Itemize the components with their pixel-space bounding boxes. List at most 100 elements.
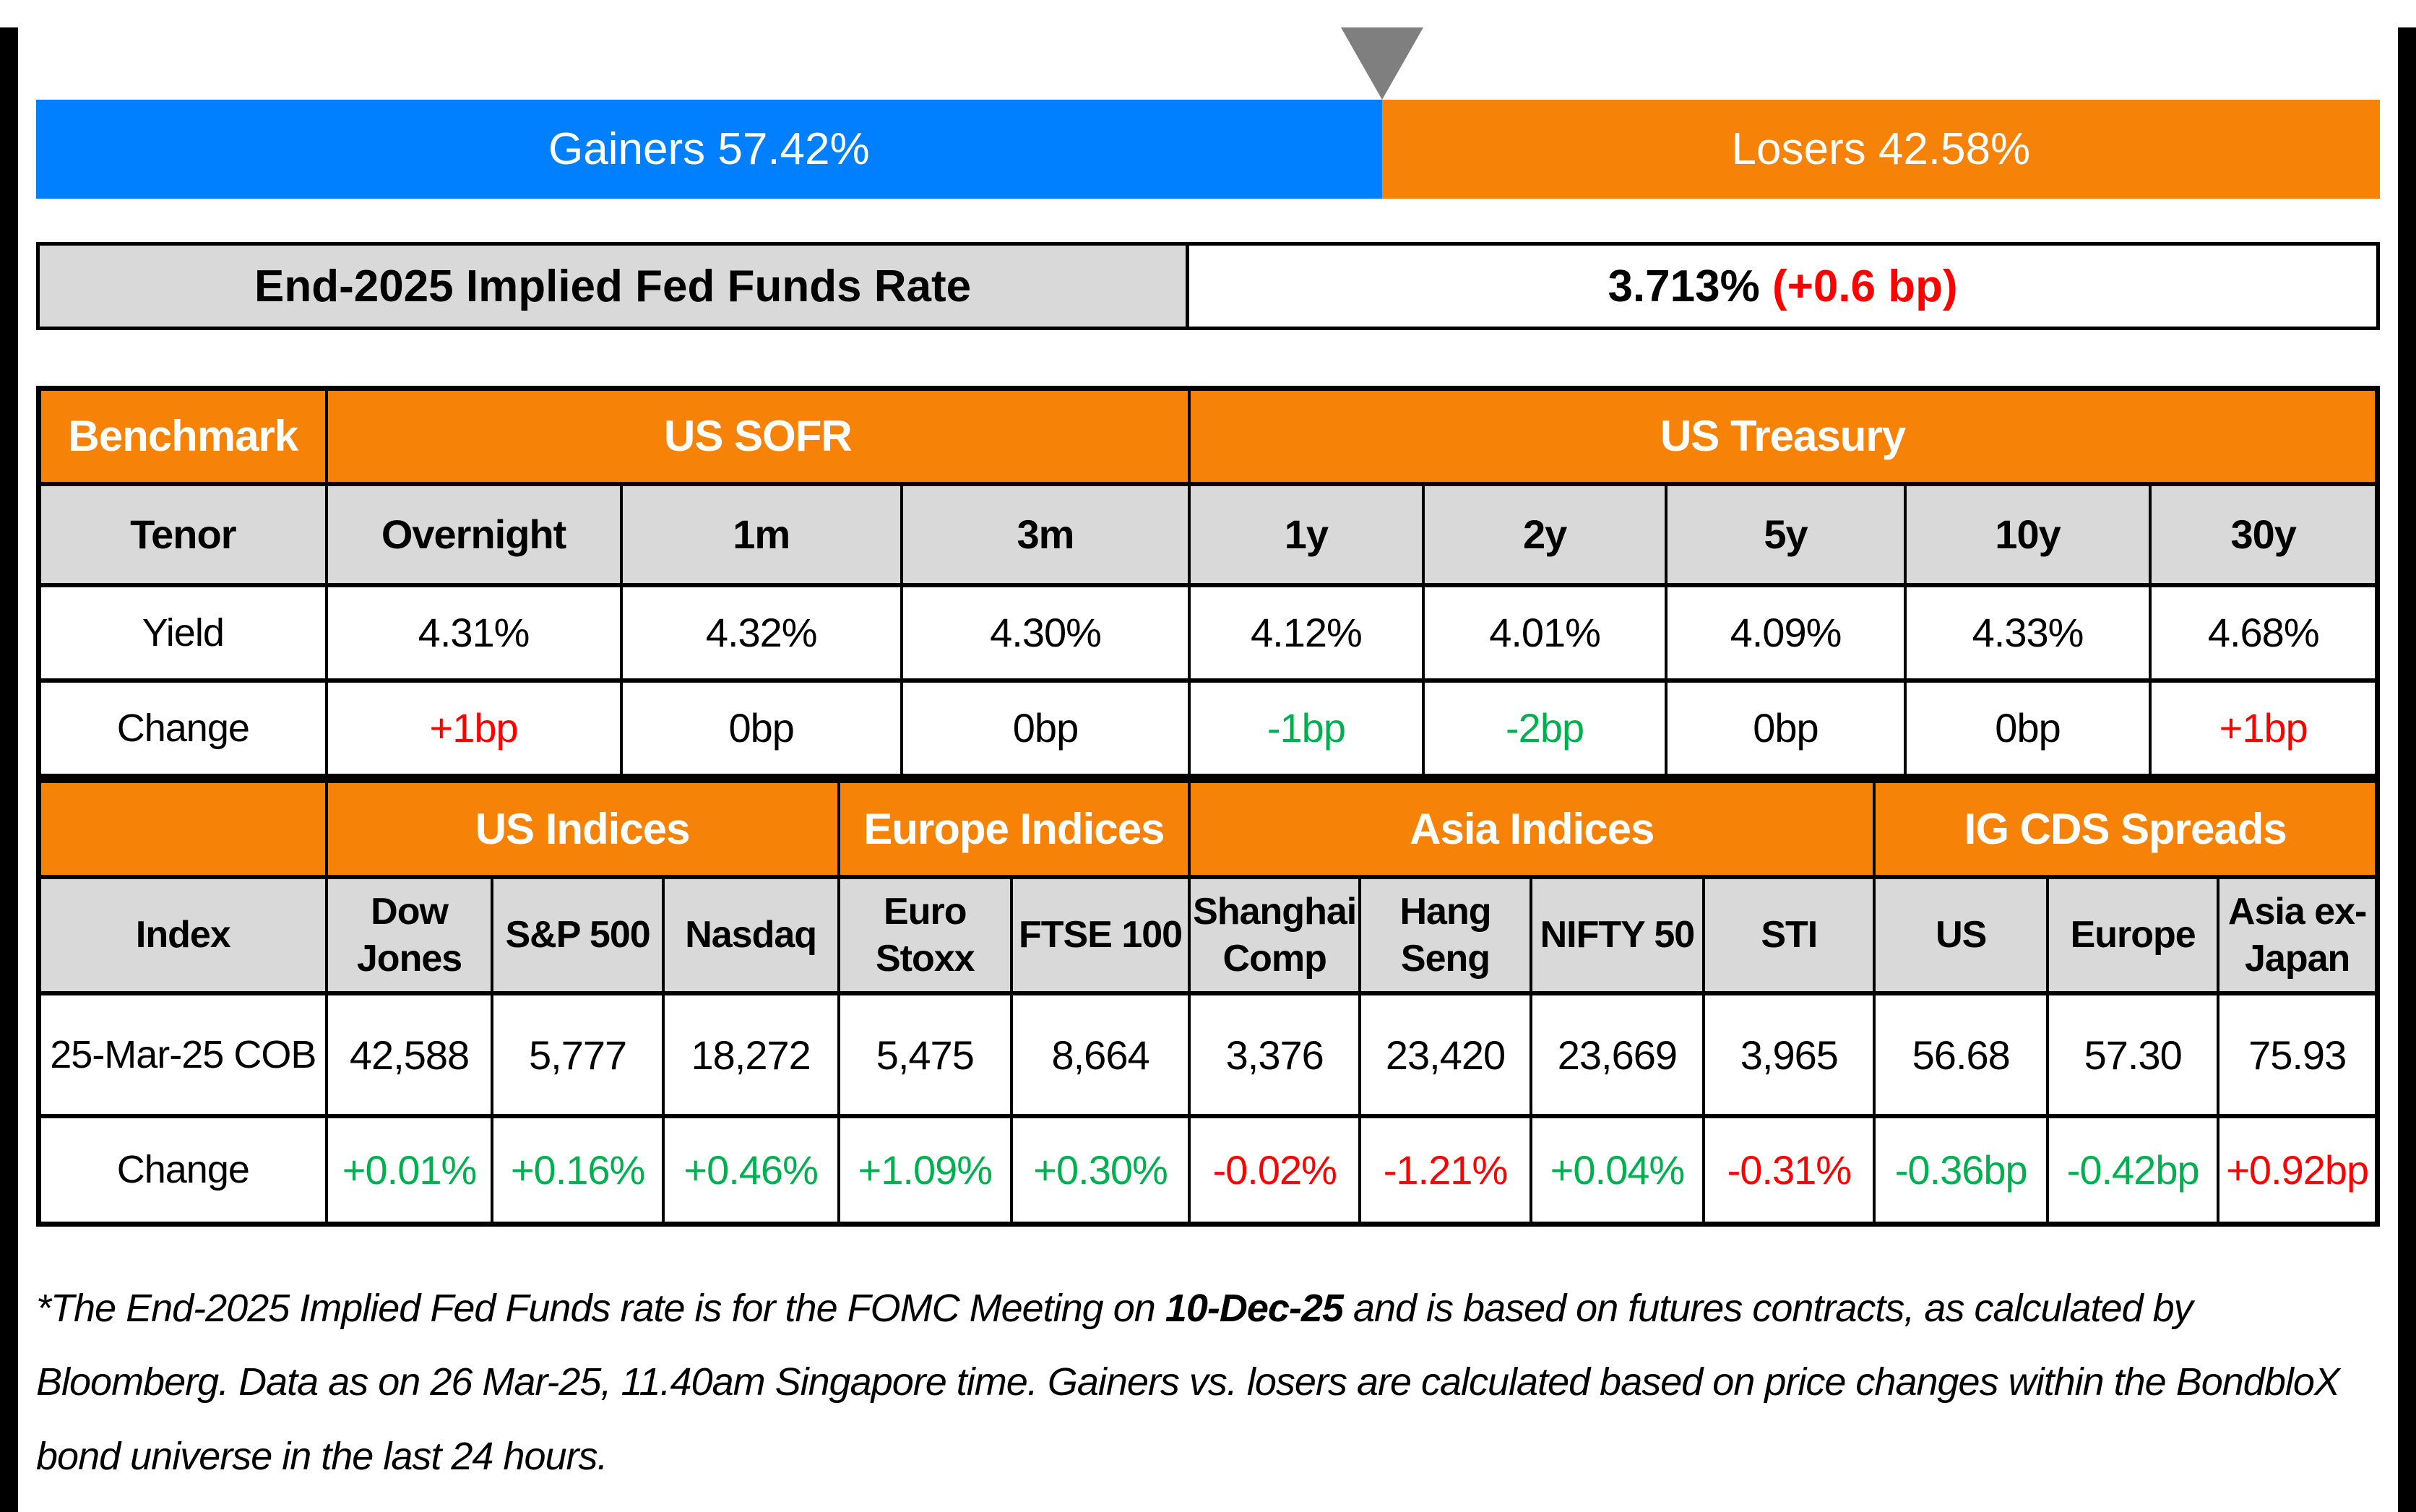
cob-value-cell: 56.68 — [1873, 991, 2049, 1118]
losers-segment: Losers 42.58% — [1381, 100, 2380, 199]
index-change-cell: +0.30% — [1010, 1114, 1191, 1226]
fed-funds-strip: End-2025 Implied Fed Funds Rate 3.713% (… — [36, 242, 2380, 330]
yield-row: Yield 4.31% 4.32% 4.30% 4.12% 4.01% 4.09… — [37, 582, 2379, 683]
index-header-cell: Euro Stoxx — [837, 875, 1014, 995]
index-change-cell: +0.46% — [661, 1114, 840, 1226]
group-ig-cds-spreads: IG CDS Spreads — [1873, 779, 2379, 879]
index-header-cell: Asia ex-Japan — [2217, 875, 2379, 995]
yield-cell: 4.01% — [1421, 582, 1668, 683]
change-cell: 0bp — [1665, 678, 1907, 779]
index-header-cell: Dow Jones — [324, 875, 494, 995]
yield-cell: 4.33% — [1903, 582, 2152, 683]
index-header-cell: S&P 500 — [491, 875, 665, 995]
cob-value-cell: 3,965 — [1702, 991, 1876, 1118]
losers-label: Losers 42.58% — [1731, 124, 2031, 174]
tenor-cell: 5y — [1665, 481, 1907, 587]
index-header-cell: STI — [1702, 875, 1876, 995]
index-change-cell: +0.04% — [1529, 1114, 1706, 1226]
index-change-cell: +1.09% — [837, 1114, 1014, 1226]
marker-row — [36, 27, 2380, 100]
change-cell: +1bp — [324, 678, 623, 779]
left-black-border — [0, 27, 18, 1512]
cob-value-cell: 23,669 — [1529, 991, 1706, 1118]
footnote: *The End-2025 Implied Fed Funds rate is … — [36, 1271, 2380, 1494]
group-us-treasury: US Treasury — [1188, 386, 2379, 486]
fed-funds-change: (+0.6 bp) — [1772, 261, 1958, 311]
fed-funds-rate: 3.713% — [1608, 261, 1772, 311]
indices-change-row-label: Change — [37, 1114, 328, 1226]
index-header-cell: FTSE 100 — [1010, 875, 1191, 995]
change-cell: 0bp — [899, 678, 1191, 779]
group-asia-indices: Asia Indices — [1188, 779, 1876, 879]
index-change-cell: +0.01% — [324, 1114, 494, 1226]
gainers-segment: Gainers 57.42% — [36, 100, 1382, 199]
index-change-cell: +0.92bp — [2217, 1114, 2379, 1226]
index-header-cell: Europe — [2045, 875, 2220, 995]
benchmark-group-header-row: Benchmark US SOFR US Treasury — [37, 386, 2379, 486]
tenor-cell: 10y — [1903, 481, 2152, 587]
yield-cell: 4.12% — [1188, 582, 1425, 683]
cob-row-label: 25-Mar-25 COB — [37, 991, 328, 1118]
index-row-label: Index — [37, 875, 328, 995]
yield-cell: 4.32% — [619, 582, 903, 683]
index-change-cell: -0.31% — [1702, 1114, 1876, 1226]
group-europe-indices: Europe Indices — [837, 779, 1191, 879]
index-header-cell: Nasdaq — [661, 875, 840, 995]
index-header-cell: Shanghai Comp — [1188, 875, 1362, 995]
index-header-cell: Hang Seng — [1358, 875, 1532, 995]
cob-value-cell: 75.93 — [2217, 991, 2379, 1118]
right-black-border — [2398, 27, 2416, 1512]
indices-group-header-row: US Indices Europe Indices Asia Indices I… — [37, 779, 2379, 879]
index-change-cell: -0.02% — [1188, 1114, 1362, 1226]
cob-value-cell: 42,588 — [324, 991, 494, 1118]
indices-table: US Indices Europe Indices Asia Indices I… — [36, 779, 2380, 1227]
benchmark-corner-cell: Benchmark — [37, 386, 328, 486]
cob-value-cell: 5,777 — [491, 991, 665, 1118]
change-cell: -2bp — [1421, 678, 1668, 779]
tenor-cell: 3m — [899, 481, 1191, 587]
fed-funds-value: 3.713% (+0.6 bp) — [1189, 246, 2376, 327]
tenor-cell: 1m — [619, 481, 903, 587]
yield-row-label: Yield — [37, 582, 328, 683]
change-cell: +1bp — [2149, 678, 2379, 779]
dashboard: Gainers 57.42% Losers 42.58% End-2025 Im… — [36, 27, 2380, 1493]
change-cell: -1bp — [1188, 678, 1425, 779]
footnote-part2: and is based on futures contracts, as ca… — [36, 1286, 2340, 1478]
tenor-cell: 30y — [2149, 481, 2379, 587]
footnote-part1: *The End-2025 Implied Fed Funds rate is … — [36, 1286, 1165, 1330]
yield-cell: 4.31% — [324, 582, 623, 683]
group-us-indices: US Indices — [324, 779, 840, 879]
index-change-cell: -0.42bp — [2045, 1114, 2220, 1226]
gainers-losers-bar: Gainers 57.42% Losers 42.58% — [36, 100, 2380, 199]
index-header-row: Index Dow Jones S&P 500 Nasdaq Euro Stox… — [37, 875, 2379, 995]
index-header-cell: NIFTY 50 — [1529, 875, 1706, 995]
benchmark-table: Benchmark US SOFR US Treasury Tenor Over… — [36, 386, 2380, 779]
tenor-cell: 2y — [1421, 481, 1668, 587]
tenor-cell: Overnight — [324, 481, 623, 587]
tenor-row-label: Tenor — [37, 481, 328, 587]
cob-value-cell: 57.30 — [2045, 991, 2220, 1118]
cob-value-cell: 23,420 — [1358, 991, 1532, 1118]
yield-cell: 4.09% — [1665, 582, 1907, 683]
index-change-cell: +0.16% — [491, 1114, 665, 1226]
benchmark-change-row: Change +1bp 0bp 0bp -1bp -2bp 0bp 0bp +1… — [37, 678, 2379, 779]
cob-value-cell: 5,475 — [837, 991, 1014, 1118]
cob-value-cell: 18,272 — [661, 991, 840, 1118]
split-marker-icon — [1340, 27, 1423, 100]
change-row-label: Change — [37, 678, 328, 779]
change-cell: 0bp — [1903, 678, 2152, 779]
tenor-row: Tenor Overnight 1m 3m 1y 2y 5y 10y 30y — [37, 481, 2379, 587]
cob-value-cell: 3,376 — [1188, 991, 1362, 1118]
change-cell: 0bp — [619, 678, 903, 779]
index-change-cell: -1.21% — [1358, 1114, 1532, 1226]
footnote-bold-date: 10-Dec-25 — [1165, 1286, 1344, 1330]
cob-value-cell: 8,664 — [1010, 991, 1191, 1118]
gainers-label: Gainers 57.42% — [548, 124, 870, 174]
fed-funds-label: End-2025 Implied Fed Funds Rate — [40, 246, 1190, 327]
group-us-sofr: US SOFR — [324, 386, 1191, 486]
tenor-cell: 1y — [1188, 481, 1425, 587]
indices-corner-cell — [37, 779, 328, 879]
index-change-cell: -0.36bp — [1873, 1114, 2049, 1226]
yield-cell: 4.30% — [899, 582, 1191, 683]
index-header-cell: US — [1873, 875, 2049, 995]
